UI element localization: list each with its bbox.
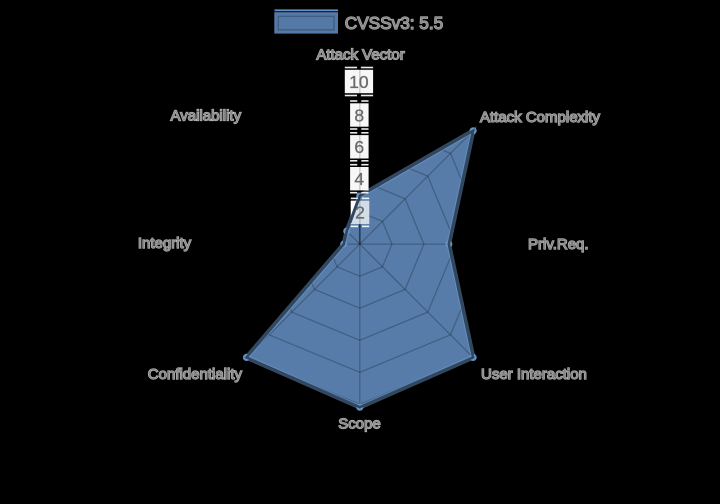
svg-text:Scope: Scope xyxy=(338,415,381,432)
svg-text:CVSSv3: 5.5: CVSSv3: 5.5 xyxy=(345,13,443,33)
svg-text:Attack Vector: Attack Vector xyxy=(316,47,404,64)
svg-text:Confidentiality: Confidentiality xyxy=(148,366,243,383)
svg-text:Attack Complexity: Attack Complexity xyxy=(480,109,601,126)
svg-text:Priv.Req.: Priv.Req. xyxy=(528,236,589,253)
svg-text:6: 6 xyxy=(354,137,364,157)
svg-text:Integrity: Integrity xyxy=(138,235,192,252)
svg-text:User Interaction: User Interaction xyxy=(481,366,587,383)
svg-text:2: 2 xyxy=(355,203,365,223)
svg-text:4: 4 xyxy=(354,169,364,189)
svg-text:10: 10 xyxy=(349,72,369,92)
svg-text:Availability: Availability xyxy=(171,108,242,125)
svg-text:8: 8 xyxy=(354,105,364,125)
